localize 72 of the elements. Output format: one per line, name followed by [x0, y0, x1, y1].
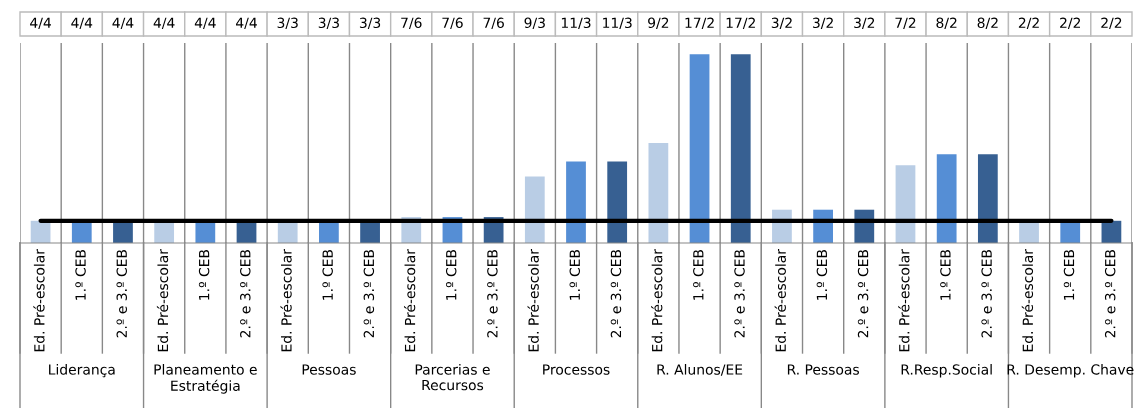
- bar: [648, 143, 669, 243]
- x-tick-label: Ed. Pré-escolar: [403, 249, 416, 352]
- text: Processos: [543, 364, 610, 375]
- data-label: 3/3: [277, 17, 298, 30]
- x-tick-label: Ed. Pré-escolar: [1021, 249, 1034, 352]
- data-label: 2/2: [1018, 17, 1039, 30]
- data-label: 7/6: [442, 17, 463, 30]
- x-tick-label: 1.º CEB: [198, 249, 210, 300]
- data-label: 7/2: [895, 17, 916, 30]
- x-tick-label: Ed. Pré-escolar: [527, 249, 539, 352]
- data-label: 4/4: [153, 17, 175, 30]
- x-tick-label: 2.º e 3.º CEB: [1104, 249, 1116, 338]
- data-label: 3/2: [854, 17, 875, 30]
- data-label: 2/2: [1101, 17, 1122, 30]
- data-label: 9/2: [648, 17, 669, 30]
- x-tick-label: 1.º CEB: [75, 249, 86, 300]
- bar: [566, 161, 586, 243]
- x-tick-label: 1.º CEB: [569, 249, 581, 300]
- x-tick-label: 2.º e 3.º CEB: [116, 249, 127, 338]
- text: R. Desemp. Chave: [1007, 364, 1134, 378]
- x-tick-label: 2.º e 3.º CEB: [610, 249, 622, 338]
- data-label: 2/2: [1060, 17, 1081, 30]
- x-tick-label: Ed. Pré-escolar: [651, 249, 663, 352]
- bar: [607, 161, 628, 243]
- data-label: 4/4: [194, 17, 216, 30]
- text: Planeamento e Estratégia: [154, 364, 257, 394]
- bar: [524, 176, 545, 243]
- data-label: 17/2: [726, 17, 755, 30]
- data-label: 8/2: [936, 17, 957, 30]
- x-tick-label: Ed. Pré-escolar: [774, 249, 786, 352]
- data-label: 3/2: [771, 17, 792, 30]
- text: R.Resp.Social: [901, 364, 992, 378]
- data-label: 11/3: [603, 17, 632, 30]
- bar: [730, 54, 751, 243]
- data-label: 7/6: [483, 17, 504, 30]
- x-tick-label: Ed. Pré-escolar: [280, 249, 292, 352]
- x-tick-label: 1.º CEB: [693, 249, 704, 300]
- x-tick-label: 2.º e 3.º CEB: [240, 249, 251, 338]
- bar: [895, 165, 916, 243]
- x-tick-label: 1.º CEB: [322, 249, 333, 300]
- x-tick-label: 2.º e 3.º CEB: [487, 249, 498, 338]
- text: R. Alunos/EE: [657, 364, 743, 376]
- data-label: 3/3: [318, 17, 339, 30]
- text: R. Pessoas: [787, 364, 859, 375]
- data-label: 3/3: [359, 17, 381, 30]
- data-label: 4/4: [71, 17, 93, 30]
- x-tick-label: 2.º e 3.º CEB: [981, 249, 992, 338]
- x-tick-label: 1.º CEB: [445, 249, 457, 300]
- x-tick-label: 2.º e 3.º CEB: [857, 249, 869, 338]
- x-tick-label: 2.º e 3.º CEB: [363, 249, 375, 338]
- x-tick-label: 2.º e 3.º CEB: [734, 249, 745, 338]
- bar: [936, 154, 957, 243]
- data-label: 17/2: [685, 17, 714, 30]
- data-label: 4/4: [236, 17, 257, 30]
- bar: [977, 154, 998, 243]
- data-label: 7/6: [401, 17, 422, 30]
- data-label: 8/2: [977, 17, 998, 30]
- x-tick-label: 1.º CEB: [1063, 249, 1075, 300]
- x-tick-label: 1.º CEB: [940, 249, 951, 300]
- x-tick-label: 1.º CEB: [816, 249, 828, 300]
- text: Liderança: [49, 364, 115, 378]
- data-label: 9/3: [524, 17, 545, 30]
- bar: [689, 54, 710, 243]
- x-tick-label: Ed. Pré-escolar: [33, 249, 45, 352]
- text: Pessoas: [302, 364, 356, 375]
- x-tick-label: Ed. Pré-escolar: [156, 249, 169, 352]
- data-label: 11/3: [561, 17, 591, 30]
- x-tick-label: Ed. Pré-escolar: [898, 249, 910, 352]
- text: Parcerias e Recursos: [415, 364, 490, 391]
- data-label: 3/2: [812, 17, 833, 30]
- data-label: 4/4: [112, 17, 134, 30]
- data-label: 4/4: [30, 17, 51, 30]
